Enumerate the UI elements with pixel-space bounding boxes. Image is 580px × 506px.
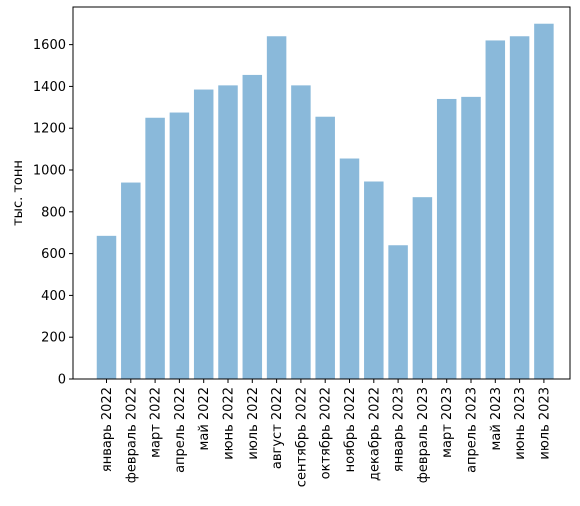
bar-9 — [315, 116, 335, 379]
y-tick-label-7: 1400 — [33, 80, 66, 95]
bar-5 — [218, 85, 238, 380]
x-tick-label-1: февраль 2022 — [124, 387, 139, 483]
y-tick-label-8: 1600 — [33, 38, 66, 53]
x-tick-label-6: июль 2022 — [246, 387, 261, 460]
x-tick-label-7: август 2022 — [270, 387, 285, 469]
y-tick-label-0: 0 — [58, 373, 66, 388]
bar-3 — [169, 112, 190, 379]
x-tick-label-0: январь 2022 — [100, 387, 115, 472]
x-tick-label-12: январь 2023 — [392, 387, 407, 472]
y-axis-label: тыс. тонн — [11, 160, 26, 226]
x-tick-label-17: июнь 2023 — [513, 387, 528, 460]
bar-6 — [242, 74, 263, 380]
y-tick-label-1: 200 — [41, 331, 66, 346]
y-tick-label-5: 1000 — [33, 164, 66, 179]
bar-8 — [291, 85, 311, 380]
x-tick-label-14: март 2023 — [440, 387, 455, 458]
bar-13 — [412, 197, 433, 379]
bar-1 — [121, 182, 141, 379]
x-tick-label-16: май 2023 — [489, 387, 504, 450]
bar-7 — [266, 36, 287, 379]
x-tick-label-3: апрель 2022 — [173, 387, 188, 473]
y-tick-label-3: 600 — [41, 247, 66, 262]
x-tick-label-18: июль 2023 — [537, 387, 552, 460]
bar-0 — [96, 235, 117, 379]
bar-10 — [339, 158, 360, 379]
bar-15 — [461, 96, 481, 380]
bar-4 — [193, 89, 214, 380]
x-axis: январь 2022 февраль 2022 март 2022 апрель 2… — [100, 379, 552, 487]
bars-group — [96, 23, 554, 380]
y-tick-label-6: 1200 — [33, 122, 66, 137]
bar-11 — [364, 181, 384, 379]
x-tick-label-11: декабрь 2022 — [367, 387, 382, 481]
bar-2 — [145, 117, 165, 379]
bar-14 — [436, 98, 457, 380]
x-tick-label-5: июнь 2022 — [222, 387, 237, 460]
bar-12 — [388, 245, 408, 379]
plot-frame — [72, 6, 571, 380]
y-tick-label-4: 800 — [41, 205, 66, 220]
x-tick-label-9: октябрь 2022 — [319, 387, 334, 479]
x-tick-label-8: сентябрь 2022 — [294, 387, 309, 487]
bar-16 — [485, 40, 506, 379]
bar-17 — [509, 36, 530, 379]
bar-18 — [534, 23, 554, 379]
x-tick-label-10: ноябрь 2022 — [343, 387, 358, 472]
x-tick-label-15: апрель 2023 — [465, 387, 480, 473]
y-axis: 0 200 400 600 800 1000 1200 1400 1600 — [33, 38, 73, 388]
x-tick-label-4: май 2022 — [197, 387, 212, 450]
x-tick-label-2: март 2022 — [149, 387, 164, 458]
x-tick-label-13: февраль 2023 — [416, 387, 431, 483]
y-tick-label-2: 400 — [41, 289, 66, 304]
